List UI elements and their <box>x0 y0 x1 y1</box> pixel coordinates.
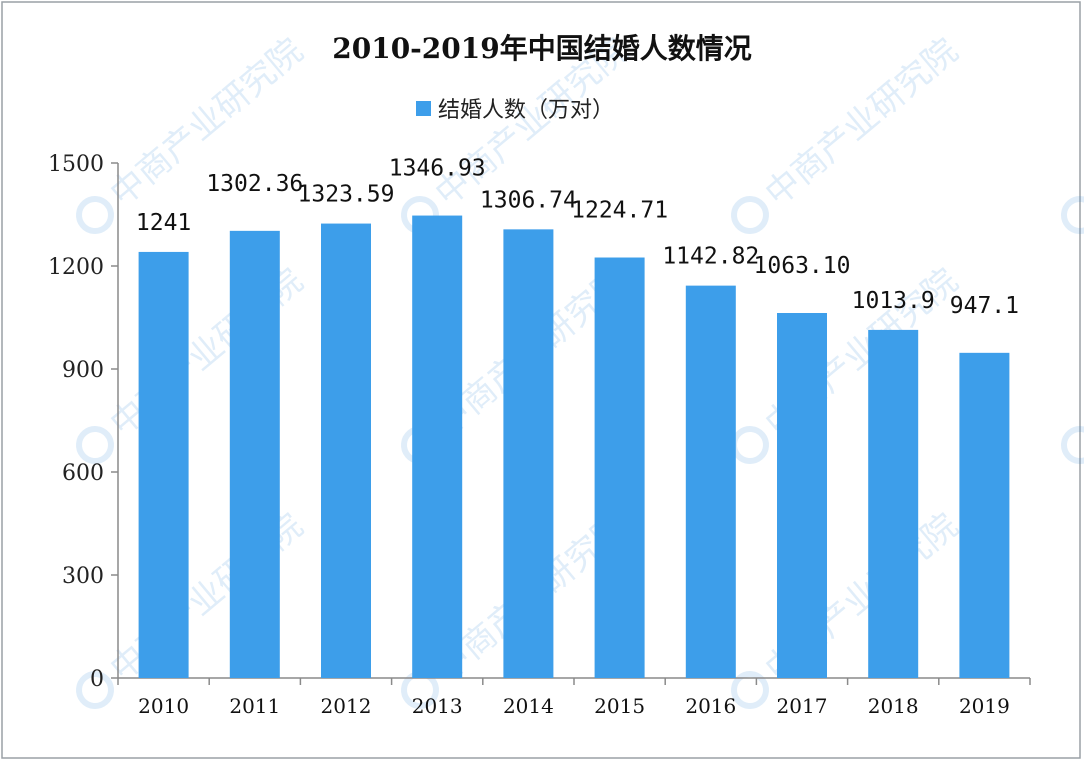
x-tick-label: 2011 <box>229 694 280 718</box>
watermark-logo-icon <box>76 671 114 709</box>
data-label-2019: 947.1 <box>950 293 1019 319</box>
legend: 结婚人数（万对） <box>416 98 614 123</box>
bar-2019 <box>959 352 1010 678</box>
x-tick-label: 2019 <box>959 694 1010 718</box>
watermark-logo-icon <box>731 426 769 464</box>
bar-2017 <box>777 313 827 678</box>
y-tick-label: 300 <box>62 564 104 589</box>
bar-2012 <box>321 223 371 678</box>
data-label-2011: 1302.36 <box>206 171 303 197</box>
watermark-logo: 中商产业研究院 <box>1061 196 1084 234</box>
x-tick-label: 2013 <box>412 694 463 718</box>
data-label-2015: 1224.71 <box>571 198 668 224</box>
x-tick-label: 2010 <box>138 694 189 718</box>
watermark-logo-icon <box>1061 196 1084 234</box>
data-label-2010: 1241 <box>136 210 191 236</box>
data-label-2016: 1142.82 <box>662 244 759 270</box>
bar-2011 <box>229 230 280 679</box>
x-tick-label: 2016 <box>685 694 736 718</box>
watermark-logo-icon <box>731 196 769 234</box>
y-tick-label: 0 <box>90 667 104 692</box>
y-axis-ticks: 0 300 600 900 1200 1500 <box>48 152 118 692</box>
y-tick-label: 1500 <box>48 152 104 177</box>
y-tick-label: 1200 <box>48 255 104 280</box>
data-label-2018: 1013.9 <box>852 288 935 314</box>
bar-2016 <box>685 285 736 678</box>
watermark-logo-icon <box>76 196 114 234</box>
bar-2018 <box>868 329 919 678</box>
watermark-logo-icon <box>1061 426 1084 464</box>
data-label-2013: 1346.93 <box>389 156 486 182</box>
y-tick-label: 900 <box>62 358 104 383</box>
data-label-2017: 1063.10 <box>754 253 851 279</box>
bar-2010 <box>138 251 189 678</box>
x-tick-label: 2012 <box>321 694 372 718</box>
legend-label: 结婚人数（万对） <box>438 98 614 123</box>
legend-swatch <box>416 101 431 116</box>
x-tick-label: 2015 <box>594 694 645 718</box>
x-axis-ticks: 2010 2011 2012 2013 2014 2015 2016 2017 2018 2019 <box>117 678 1031 718</box>
bar-2015 <box>594 257 645 678</box>
watermark-logo: 中商产业研究院 <box>1061 426 1084 464</box>
chart-title: 2010-2019年中国结婚人数情况 <box>332 32 751 65</box>
y-tick-label: 600 <box>62 461 104 486</box>
x-tick-label: 2018 <box>868 694 919 718</box>
data-label-2014: 1306.74 <box>480 187 577 213</box>
x-tick-label: 2014 <box>503 694 554 718</box>
bars <box>138 215 1010 679</box>
data-label-2012: 1323.59 <box>298 182 395 208</box>
x-tick-label: 2017 <box>777 694 828 718</box>
bar-2014 <box>503 229 554 678</box>
bar-2013 <box>412 215 463 679</box>
watermark-logo-icon <box>76 426 114 464</box>
